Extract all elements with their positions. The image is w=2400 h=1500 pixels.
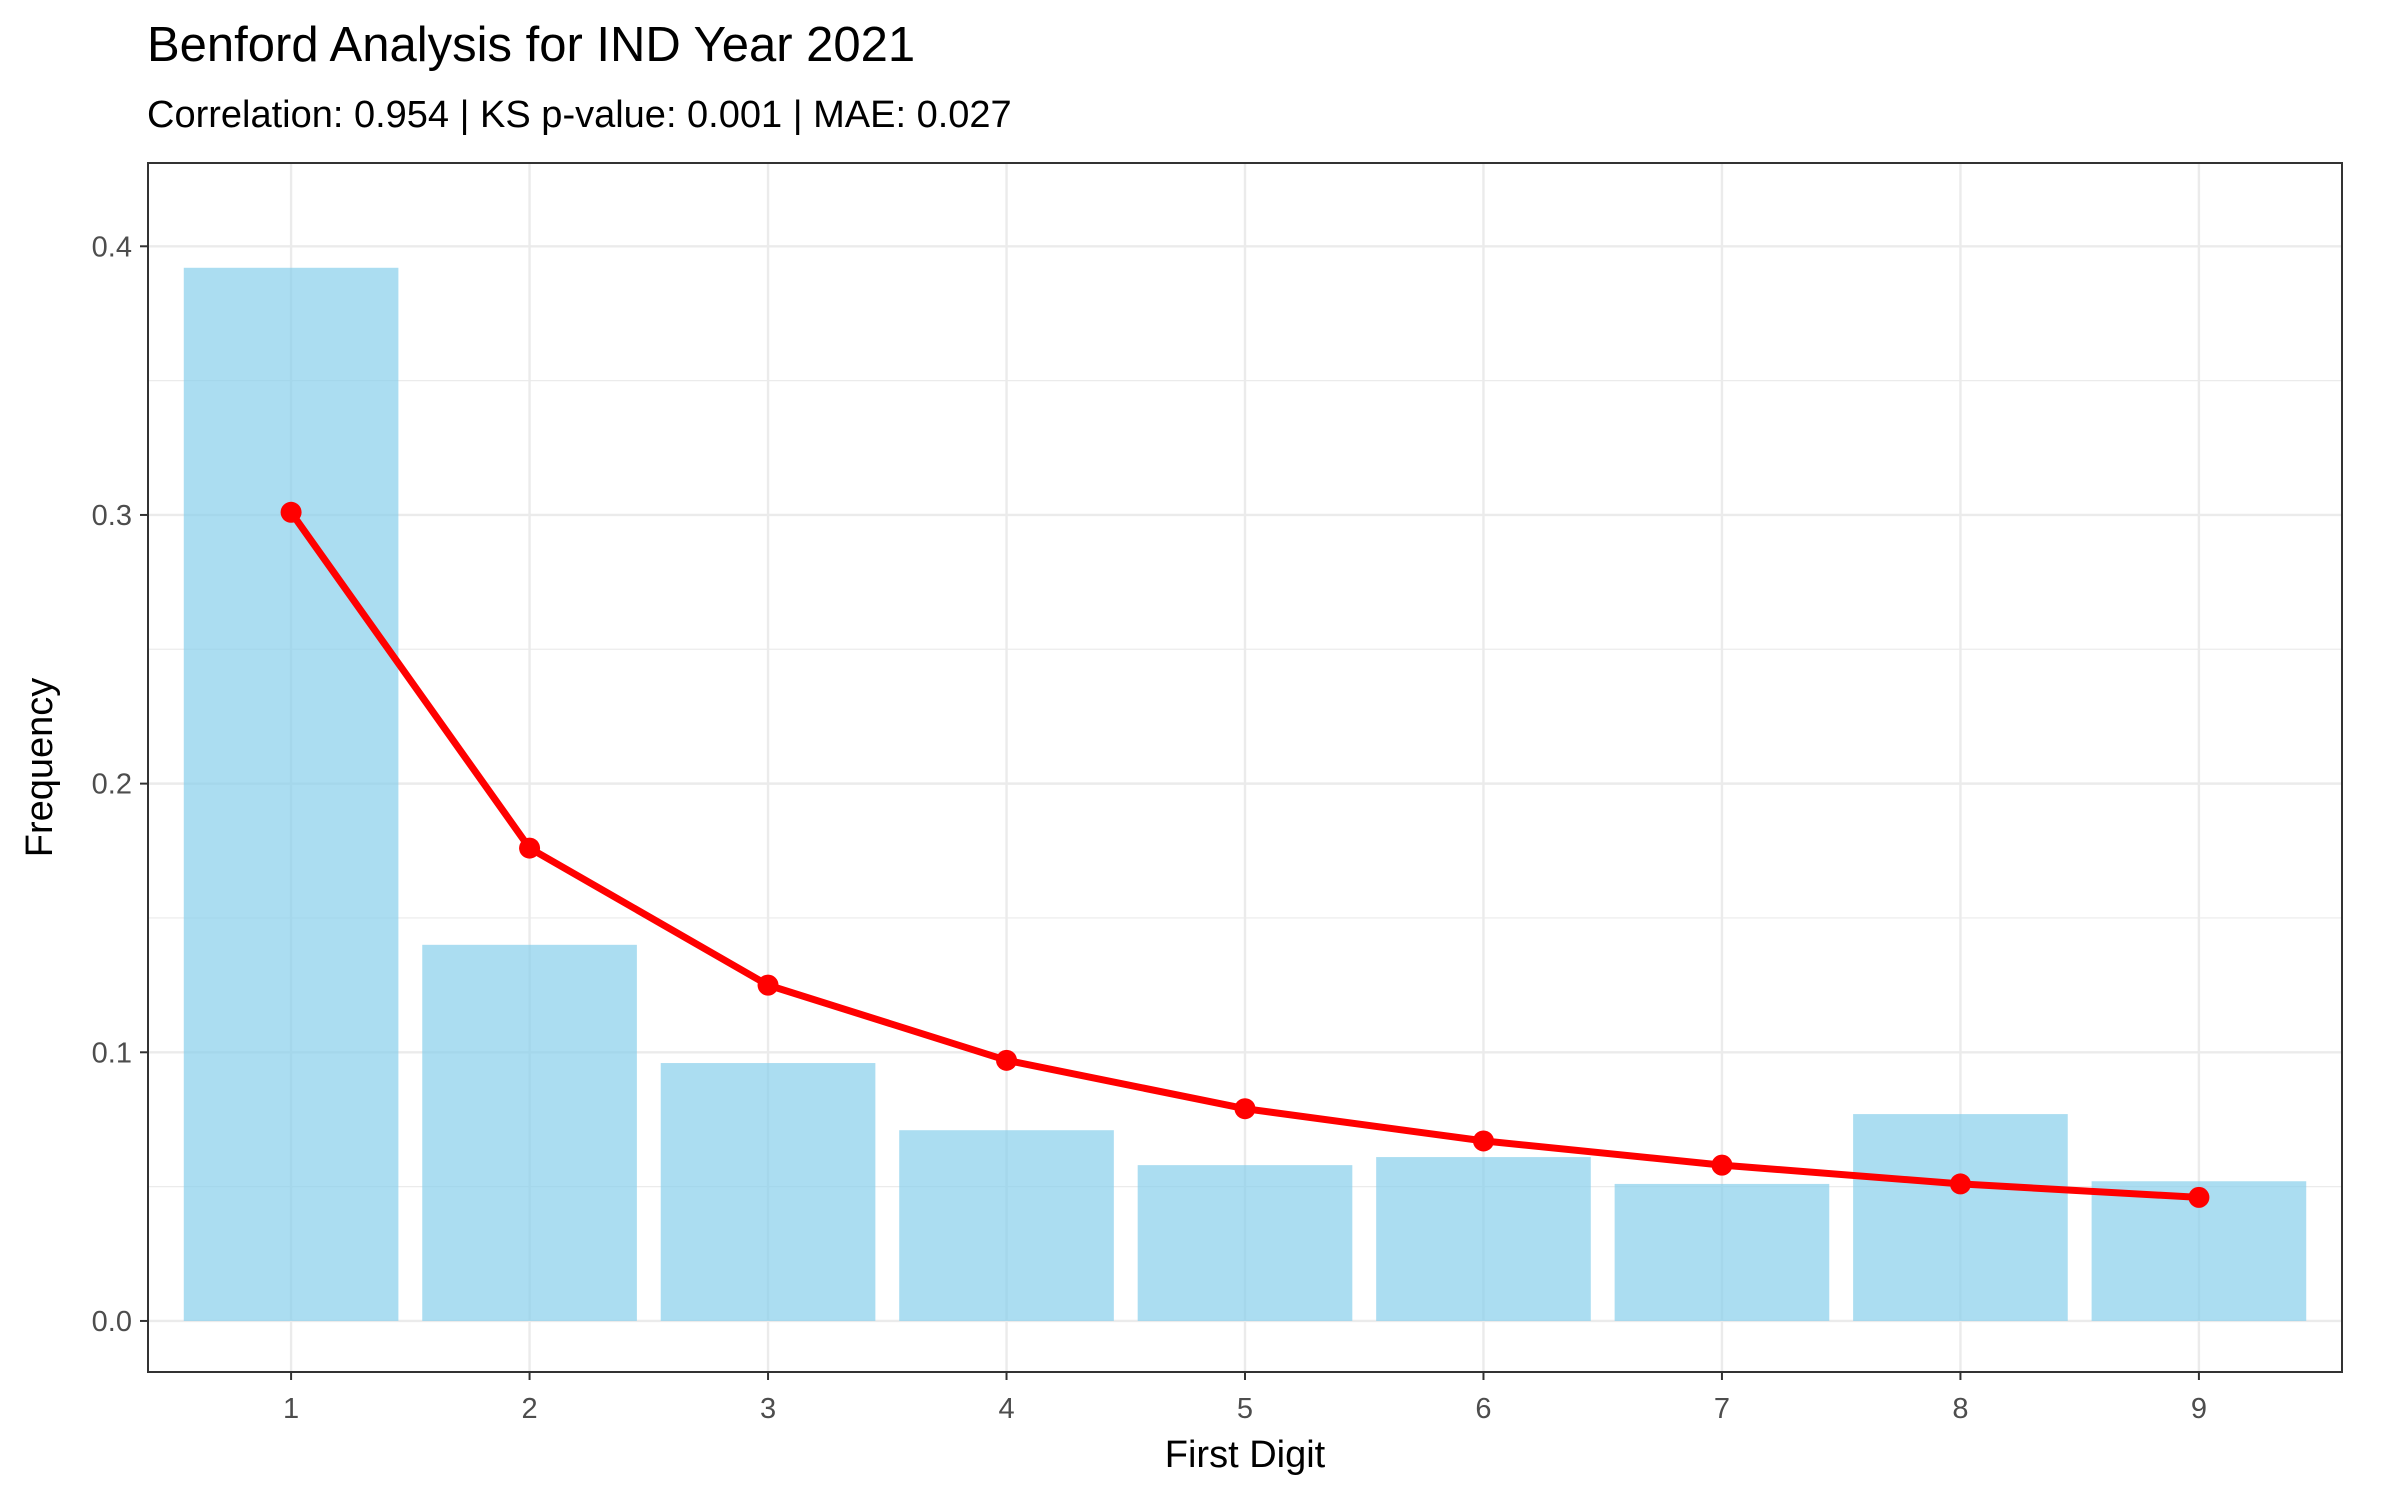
expected-point-digit-9 [2188, 1186, 2210, 1208]
y-tick-label: 0.3 [92, 500, 132, 532]
x-tick-label: 1 [283, 1393, 299, 1425]
expected-point-digit-1 [280, 501, 302, 523]
x-tick-label: 4 [998, 1393, 1014, 1425]
bar-digit-1 [183, 267, 399, 1321]
y-tick-label: 0.0 [92, 1306, 132, 1338]
observed-bars [183, 267, 2307, 1321]
expected-point-digit-4 [996, 1049, 1018, 1071]
x-tick-label: 9 [2191, 1393, 2207, 1425]
x-tick-label: 6 [1475, 1393, 1491, 1425]
expected-point-digit-2 [519, 837, 541, 859]
plot-panel [147, 162, 2343, 1373]
bar-digit-6 [1376, 1157, 1591, 1321]
x-tick-label: 5 [1237, 1393, 1253, 1425]
bar-digit-7 [1614, 1183, 1830, 1321]
x-tick-label: 8 [1952, 1393, 1968, 1425]
benford-expected-line [280, 501, 2210, 1208]
bar-digit-4 [899, 1130, 1114, 1321]
expected-point-digit-6 [1472, 1130, 1494, 1152]
x-axis-title: First Digit [1165, 1434, 1326, 1476]
bar-digit-3 [660, 1063, 876, 1321]
y-tick-label: 0.2 [92, 769, 132, 801]
y-axis-title: Frequency [19, 678, 61, 858]
y-tick-label: 0.1 [92, 1037, 132, 1069]
x-tick-label: 2 [521, 1393, 537, 1425]
bar-digit-2 [422, 944, 637, 1321]
chart-subtitle: Correlation: 0.954 | KS p-value: 0.001 |… [147, 94, 1012, 136]
x-axis: 1 2 3 4 5 6 7 8 9 [283, 1372, 2207, 1425]
expected-point-digit-3 [757, 974, 779, 996]
y-axis: 0.0 0.1 0.2 0.3 0.4 [92, 231, 148, 1338]
x-tick-label: 3 [760, 1393, 776, 1425]
expected-point-digit-5 [1234, 1098, 1256, 1120]
bar-digit-8 [1853, 1114, 2068, 1321]
x-tick-label: 7 [1714, 1393, 1730, 1425]
chart-title: Benford Analysis for IND Year 2021 [147, 18, 915, 72]
y-tick-label: 0.4 [92, 231, 132, 263]
expected-point-digit-7 [1711, 1154, 1733, 1176]
expected-point-digit-8 [1949, 1173, 1971, 1195]
bar-digit-5 [1137, 1165, 1353, 1321]
